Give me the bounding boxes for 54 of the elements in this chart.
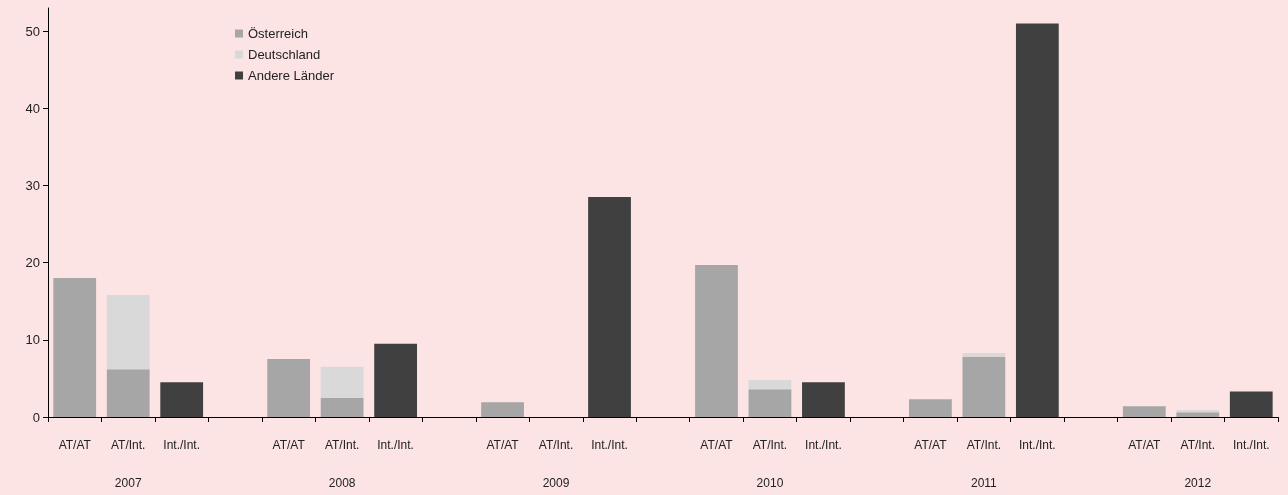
text: 2011: [970, 476, 998, 490]
bar: [160, 382, 204, 417]
x-tick-label: Int./Int.: [591, 438, 628, 452]
text: 2012: [1184, 476, 1212, 490]
x-tick-label: AT/AT: [1128, 438, 1162, 452]
y-tick-label: 40: [25, 100, 40, 116]
x-tick-label: AT/AT: [700, 438, 734, 452]
bar: [267, 359, 311, 417]
x-tick-label: Int./Int.: [377, 438, 414, 452]
bar: [962, 352, 1006, 357]
bar: [748, 379, 792, 390]
bar: [802, 382, 845, 417]
y-tick-label: 20: [25, 255, 40, 271]
legend-label: Österreich: [248, 26, 308, 41]
x-tick-label: AT/AT: [486, 438, 520, 452]
x-tick-label: AT/Int.: [110, 438, 146, 452]
x-tick-label: AT/Int.: [1180, 438, 1216, 452]
y-tick-label: 50: [25, 23, 40, 39]
bar: [53, 278, 97, 417]
x-tick-label: Int./Int.: [805, 438, 842, 452]
bar: [106, 295, 150, 370]
x-tick-label: Int./Int.: [1232, 438, 1270, 452]
bar: [588, 197, 631, 417]
x-tick-label: AT/Int.: [538, 438, 574, 452]
text: 2008: [328, 476, 356, 490]
x-tick-label: AT/AT: [914, 438, 948, 452]
text: 2009: [542, 476, 570, 490]
x-tick-label: AT/AT: [58, 438, 92, 452]
bar: [1015, 23, 1059, 417]
bar: [1229, 391, 1273, 417]
y-tick-label: 10: [25, 332, 40, 348]
bar: [320, 366, 364, 398]
y-tick-label: 0: [32, 409, 40, 425]
bar: [909, 399, 952, 417]
bar: [962, 356, 1006, 417]
legend-label: Andere Länder: [248, 68, 335, 83]
bar: [1176, 412, 1220, 417]
bar: [695, 264, 738, 417]
legend-label: Deutschland: [248, 47, 321, 62]
bar: [320, 397, 364, 417]
text: 2010: [756, 476, 784, 490]
x-tick-label: AT/AT: [272, 438, 306, 452]
x-tick-label: AT/Int.: [324, 438, 360, 452]
x-tick-label: AT/Int.: [966, 438, 1002, 452]
x-tick-label: Int./Int.: [1019, 438, 1056, 452]
bar: [374, 343, 417, 417]
x-tick-label: Int./Int.: [163, 438, 201, 452]
bar: [1122, 406, 1166, 417]
bar: [106, 369, 150, 417]
text: 2007: [114, 476, 142, 490]
bar: [481, 402, 524, 417]
y-tick-label: 30: [25, 177, 40, 193]
bar: [748, 389, 792, 417]
x-tick-label: AT/Int.: [752, 438, 788, 452]
